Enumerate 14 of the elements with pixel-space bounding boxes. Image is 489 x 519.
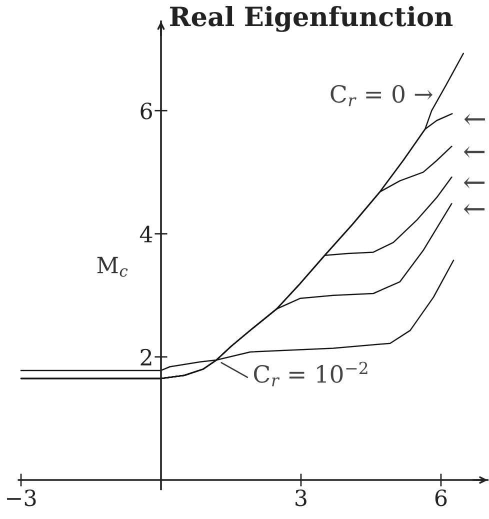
annotation: ← bbox=[464, 177, 484, 188]
annotation: C$_{r}$ = 10$^{−2}$ bbox=[254, 362, 368, 386]
annotation: ← bbox=[464, 146, 484, 158]
annotation: C$_{r}$ = 0 → bbox=[330, 84, 432, 106]
x-tick-label: 6 bbox=[435, 489, 447, 506]
y-tick-label: 2 bbox=[140, 348, 152, 366]
x-tick-label: −3 bbox=[6, 489, 36, 506]
x-tick-label: 3 bbox=[296, 489, 306, 506]
y-tick-label: 4 bbox=[140, 226, 152, 242]
chart-title: Real Eigenfunction bbox=[170, 6, 453, 32]
annotation: ← bbox=[464, 114, 485, 126]
y-axis-title: M$_{c}$ bbox=[97, 256, 128, 277]
y-tick-label: 6 bbox=[140, 102, 152, 120]
annotation: ← bbox=[464, 204, 484, 215]
